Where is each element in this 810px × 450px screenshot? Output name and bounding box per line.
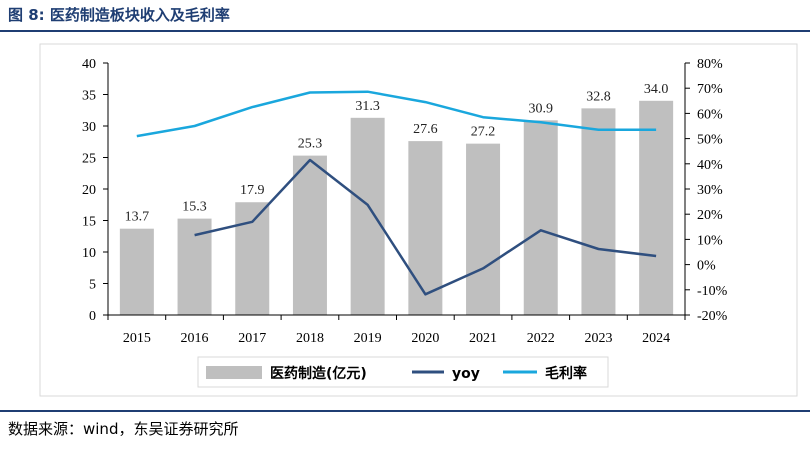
bar-label-2016: 15.3	[182, 200, 207, 215]
x-tick-label-2018: 2018	[296, 331, 324, 346]
x-tick-label-2023: 2023	[584, 331, 612, 346]
bar-2017	[235, 202, 270, 315]
legend-label-margin: 毛利率	[545, 365, 587, 382]
right-tick-label: 20%	[697, 208, 723, 223]
legend-swatch-bar	[206, 366, 262, 379]
chart-frame	[39, 43, 798, 397]
legend: 医药制造(亿元) yoy 毛利率	[197, 356, 609, 388]
line-yoy	[194, 158, 657, 296]
legend-label-yoy: yoy	[452, 366, 480, 382]
bar-label-2022: 30.9	[529, 101, 554, 116]
x-tick-label-2017: 2017	[238, 331, 266, 346]
right-tick-label: 10%	[697, 233, 723, 248]
bar-2019	[350, 117, 385, 315]
bar-label-2024: 34.0	[644, 82, 669, 97]
bar-series: 13.7 15.3 17.9 25.3 31.3 27.6 27.2 30.9 32.8 34.0	[119, 82, 674, 315]
source-note: 数据来源：wind，东吴证券研究所	[8, 420, 239, 438]
left-tick-label: 10	[82, 246, 96, 261]
bar-label-2021: 27.2	[471, 125, 496, 140]
legend-label-bar: 医药制造(亿元)	[270, 365, 367, 382]
x-tick-label-2024: 2024	[642, 331, 670, 346]
bar-label-2019: 31.3	[355, 99, 380, 114]
bar-label-2023: 32.8	[586, 89, 611, 104]
right-tick-label: 80%	[697, 57, 723, 72]
plot-area	[39, 43, 798, 397]
x-tick-label-2015: 2015	[123, 331, 151, 346]
left-tick-label: 0	[89, 309, 96, 324]
bar-2024	[639, 100, 674, 315]
left-tick-label: 20	[82, 183, 96, 198]
line-gross-margin	[136, 90, 657, 138]
right-tick-label: -20%	[697, 309, 728, 324]
bar-label-2017: 17.9	[240, 183, 265, 198]
left-tick-label: 5	[89, 278, 96, 293]
bar-2022	[523, 120, 558, 315]
bar-2015	[119, 228, 154, 315]
x-tick-label-2019: 2019	[354, 331, 382, 346]
bar-2020	[408, 141, 443, 315]
right-tick-label: -10%	[697, 284, 728, 299]
right-tick-label: 60%	[697, 107, 723, 122]
bar-2018	[292, 155, 327, 315]
right-tick-label: 0%	[697, 259, 716, 274]
right-tick-label: 30%	[697, 183, 723, 198]
figure-title: 图 8: 医药制造板块收入及毛利率	[8, 6, 230, 24]
right-tick-label: 50%	[697, 133, 723, 148]
left-tick-label: 40	[82, 57, 96, 72]
bar-line-chart: 13.7 15.3 17.9 25.3 31.3 27.6 27.2 30.9 32.8 34.0…	[39, 43, 798, 397]
bar-2021	[466, 143, 501, 315]
left-tick-label: 15	[82, 215, 96, 230]
x-tick-label-2021: 2021	[469, 331, 497, 346]
source-rule	[0, 410, 810, 412]
bar-2023	[581, 108, 616, 315]
line-series	[136, 90, 657, 296]
axes: 0 5 10 15 20 25 30 35 40 -20% -10% 0% 10% 20% 30% 40% 50…	[82, 57, 728, 346]
left-tick-label: 30	[82, 120, 96, 135]
left-tick-label: 25	[82, 152, 96, 167]
x-tick-label-2016: 2016	[181, 331, 209, 346]
x-tick-label-2022: 2022	[527, 331, 555, 346]
right-tick-label: 70%	[697, 82, 723, 97]
legend-box	[197, 356, 609, 388]
bar-label-2015: 13.7	[125, 210, 150, 225]
left-tick-label: 35	[82, 89, 96, 104]
bar-label-2018: 25.3	[298, 137, 323, 152]
title-rule	[0, 30, 810, 32]
right-tick-label: 40%	[697, 158, 723, 173]
bar-label-2020: 27.6	[413, 122, 438, 137]
x-tick-label-2020: 2020	[411, 331, 439, 346]
